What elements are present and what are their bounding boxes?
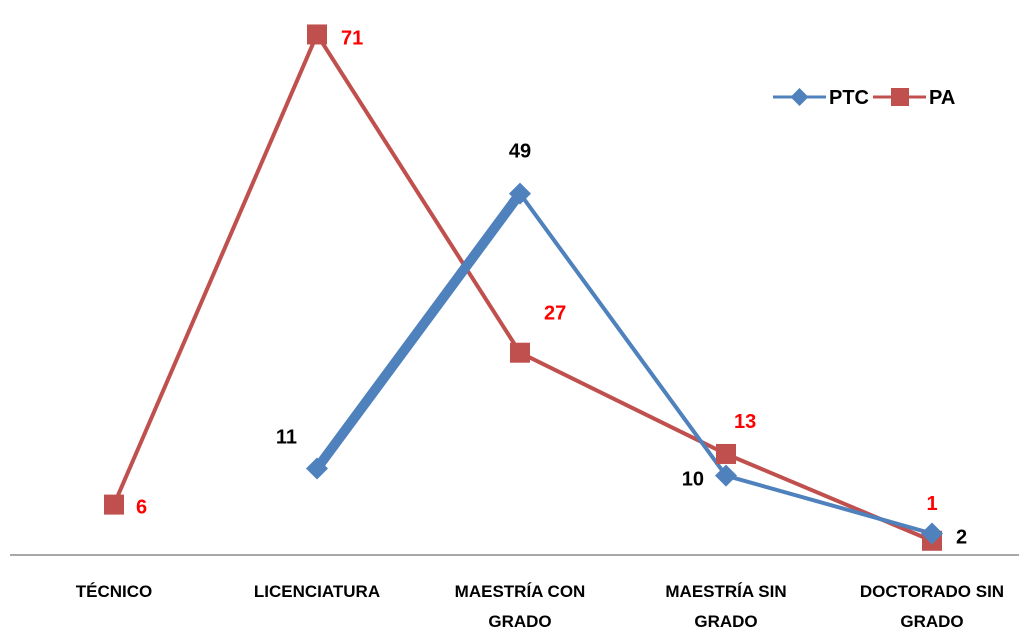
ptc-marker xyxy=(921,522,943,545)
category-label: TÉCNICO xyxy=(76,582,153,601)
pa-data-label: 71 xyxy=(341,27,363,49)
pa-marker xyxy=(307,24,327,45)
pa-data-label: 1 xyxy=(926,493,937,515)
ptc-marker xyxy=(306,457,328,480)
pa-line-segment xyxy=(724,451,934,543)
legend-ptc-label: PTC xyxy=(829,87,869,109)
legend-item-pa: PA xyxy=(873,87,955,109)
legend-pa-label: PA xyxy=(929,87,955,109)
ptc-data-label: 49 xyxy=(509,141,531,163)
pa-data-label: 27 xyxy=(544,303,566,325)
ptc-line-segment xyxy=(724,473,934,536)
pa-line-segment xyxy=(518,350,728,456)
ptc-line-segment xyxy=(518,191,728,478)
pa-marker xyxy=(716,443,736,464)
series-lines xyxy=(112,32,934,543)
pa-marker xyxy=(104,494,124,515)
legend-pa-square-icon xyxy=(891,88,909,106)
pa-line-segment xyxy=(112,32,319,507)
category-label: MAESTRÍA SIN GRADO xyxy=(665,582,786,631)
ptc-line-segment xyxy=(312,188,525,474)
legend: PTC PA xyxy=(773,87,955,109)
ptc-data-label: 11 xyxy=(276,426,297,448)
category-axis: TÉCNICO LICENCIATURA MAESTRÍA CON GRADO MAES… xyxy=(76,582,1004,631)
pa-data-label: 6 xyxy=(136,497,147,519)
category-label: MAESTRÍA CON GRADO xyxy=(455,582,586,631)
ptc-data-label: 10 xyxy=(682,469,704,491)
pa-line-segment xyxy=(315,32,522,355)
legend-item-ptc: PTC xyxy=(773,87,869,109)
ptc-marker xyxy=(715,464,737,487)
category-label: DOCTORADO SIN GRADO xyxy=(860,582,1004,631)
pa-marker xyxy=(510,342,530,363)
pa-data-label: 13 xyxy=(734,411,756,433)
series-markers xyxy=(104,24,943,551)
ptc-data-label: 2 xyxy=(956,527,967,549)
legend-ptc-diamond-icon xyxy=(790,88,809,106)
ptc-marker xyxy=(509,182,531,205)
category-label: LICENCIATURA xyxy=(254,582,380,601)
